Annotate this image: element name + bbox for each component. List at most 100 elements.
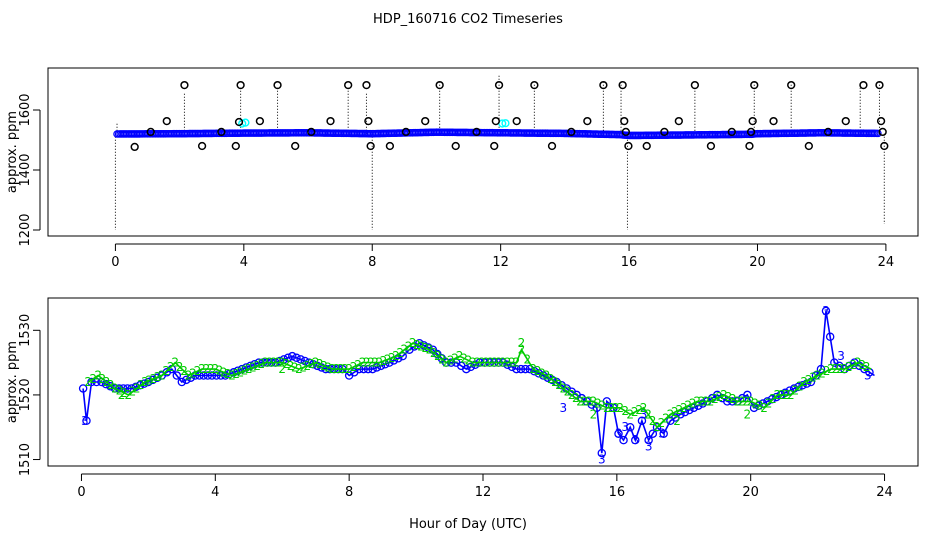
series-point-3 bbox=[296, 355, 305, 364]
series-marker-2: 2 bbox=[89, 372, 97, 386]
series-point-3 bbox=[153, 373, 162, 382]
series-line-3 bbox=[82, 310, 875, 454]
series-point-3 bbox=[398, 351, 407, 361]
series-marker-2: 2 bbox=[84, 375, 92, 389]
outlier-point bbox=[130, 142, 139, 152]
outlier-point bbox=[660, 127, 669, 137]
series-marker-2: 2 bbox=[228, 369, 236, 383]
series-label-3: 3 bbox=[822, 304, 830, 318]
series-marker-2: 2 bbox=[483, 356, 491, 370]
series-marker-2: 2 bbox=[203, 362, 211, 376]
series-point-3 bbox=[313, 361, 322, 371]
series-marker-2: 2 bbox=[702, 394, 710, 408]
series-marker-2: 2 bbox=[818, 366, 826, 380]
series-marker-2: 2 bbox=[693, 394, 701, 408]
series-marker-2: 2 bbox=[304, 359, 312, 373]
outlier-point bbox=[307, 127, 316, 137]
series-marker-2: 2 bbox=[120, 386, 128, 400]
series-point-3 bbox=[754, 401, 763, 410]
series-point-3 bbox=[441, 358, 451, 367]
series-point-3 bbox=[631, 435, 640, 445]
series-marker-2: 2 bbox=[474, 356, 482, 370]
series-point-3 bbox=[462, 364, 471, 374]
series-marker-2: 2 bbox=[774, 388, 782, 402]
series-marker-2: 2 bbox=[684, 399, 692, 413]
series-label-2: 2 bbox=[673, 414, 681, 428]
outlier-point bbox=[875, 80, 884, 90]
series-point-3 bbox=[547, 375, 557, 385]
series-marker-2: 2 bbox=[150, 372, 158, 386]
x-tick-label: 0 bbox=[111, 255, 119, 270]
series-marker-2: 2 bbox=[508, 356, 516, 370]
series-marker-2: 2 bbox=[421, 341, 429, 355]
series-marker-2: 2 bbox=[329, 362, 337, 376]
series-label-2: 2 bbox=[518, 336, 526, 350]
series-label-3: 3 bbox=[615, 427, 623, 441]
series-marker-2: 2 bbox=[283, 357, 291, 371]
series-label-2: 2 bbox=[278, 362, 286, 376]
series-point-3 bbox=[648, 429, 658, 438]
series-marker-2: 2 bbox=[551, 375, 559, 389]
series-marker-2: 2 bbox=[333, 362, 341, 376]
outlier-point bbox=[599, 80, 608, 90]
series-point-3 bbox=[135, 380, 145, 390]
series-point-3 bbox=[78, 384, 88, 393]
series-marker-2: 2 bbox=[698, 394, 706, 408]
series-marker-2: 2 bbox=[162, 364, 170, 378]
outlier-point bbox=[878, 127, 887, 137]
series-marker-2: 2 bbox=[814, 369, 822, 383]
series-point-3 bbox=[619, 435, 628, 445]
outlier-point bbox=[690, 80, 700, 90]
plot-area: 333 3 333333332222222222222222222222222222… bbox=[78, 304, 875, 466]
series-marker-2: 2 bbox=[413, 338, 421, 352]
series-point-3 bbox=[254, 358, 264, 367]
x-tick-label: 24 bbox=[876, 485, 893, 500]
y-tick-label: 1600 bbox=[18, 93, 33, 126]
x-tick-label: 12 bbox=[492, 255, 509, 270]
y-axis-label: approx. ppm bbox=[5, 341, 20, 423]
series-label-3: 3 bbox=[640, 407, 648, 421]
series-marker-2: 2 bbox=[751, 397, 759, 411]
series-marker-2: 2 bbox=[241, 364, 249, 378]
x-tick-label: 20 bbox=[742, 485, 759, 500]
series-marker-2: 2 bbox=[631, 405, 639, 419]
series-point-3 bbox=[229, 368, 238, 377]
series-point-3 bbox=[233, 366, 243, 375]
series-marker-2: 2 bbox=[711, 392, 719, 406]
series-marker-2: 2 bbox=[653, 420, 661, 434]
series-marker-2: 2 bbox=[224, 367, 232, 381]
series-marker-2: 2 bbox=[841, 362, 849, 376]
series-marker-2: 2 bbox=[612, 401, 620, 415]
series-marker-2: 2 bbox=[827, 362, 835, 376]
series-marker-2: 2 bbox=[145, 373, 153, 387]
series-marker-2: 2 bbox=[729, 392, 737, 406]
series-marker-2: 2 bbox=[291, 360, 299, 374]
y-tick-label: 1530 bbox=[18, 314, 33, 347]
outlier-point bbox=[748, 116, 757, 126]
series-marker-2: 2 bbox=[707, 394, 715, 408]
series-marker-2: 2 bbox=[257, 357, 265, 371]
series-line-2 bbox=[87, 342, 872, 429]
series-label-2: 2 bbox=[118, 388, 126, 402]
series-marker-2: 2 bbox=[207, 362, 215, 376]
series-point-3 bbox=[242, 363, 251, 372]
outlier-point bbox=[385, 141, 395, 151]
series-marker-2: 2 bbox=[320, 359, 328, 373]
series-marker-2: 2 bbox=[350, 360, 358, 374]
series-label-2: 2 bbox=[744, 407, 752, 421]
series-point-3 bbox=[811, 371, 821, 380]
series-point-3 bbox=[368, 364, 377, 374]
series-marker-2: 2 bbox=[742, 394, 750, 408]
series-marker-2: 2 bbox=[103, 375, 111, 389]
outlier-point bbox=[364, 116, 373, 126]
series-marker-2: 2 bbox=[747, 394, 755, 408]
series-marker-2: 2 bbox=[396, 346, 404, 360]
series-marker-2: 2 bbox=[538, 366, 546, 380]
series-marker-2: 2 bbox=[409, 336, 417, 350]
outlier-point bbox=[769, 116, 778, 126]
series-point-3 bbox=[781, 388, 790, 398]
series-point-3 bbox=[359, 364, 368, 374]
series-marker-2: 2 bbox=[266, 356, 274, 370]
series-marker-2: 2 bbox=[491, 356, 499, 370]
series-marker-2: 2 bbox=[171, 356, 179, 370]
